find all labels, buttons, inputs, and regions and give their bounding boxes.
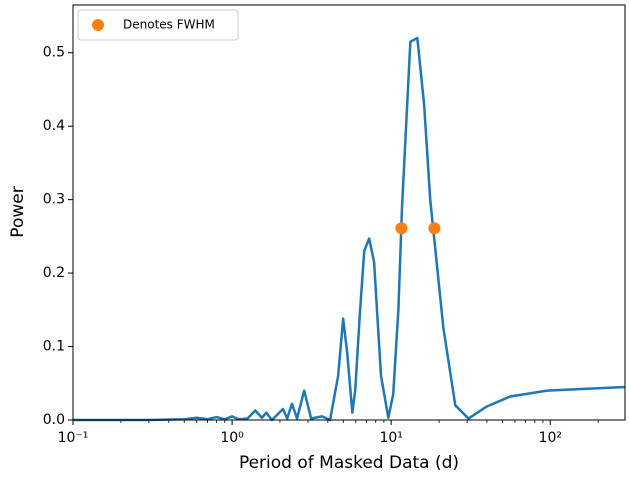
- x-tick-label: 10⁻¹: [58, 430, 89, 446]
- y-tick-label: 0.3: [43, 192, 65, 208]
- y-tick-label: 0.2: [43, 265, 65, 281]
- y-tick-label: 0.4: [43, 118, 65, 134]
- legend-marker: [92, 19, 104, 31]
- x-tick-label: 10²: [539, 430, 562, 446]
- x-tick-label: 10⁰: [220, 430, 244, 446]
- legend-label: Denotes FWHM: [123, 18, 215, 32]
- fwhm-marker: [428, 222, 441, 235]
- y-axis-label: Power: [8, 186, 28, 237]
- x-axis-label: Period of Masked Data (d): [239, 453, 459, 473]
- y-tick-label: 0.0: [43, 412, 65, 428]
- legend-box: [77, 9, 239, 41]
- plot-frame: [72, 4, 626, 421]
- y-tick-label: 0.1: [43, 339, 65, 355]
- y-tick-label: 0.5: [43, 45, 65, 61]
- data-line: [73, 36, 626, 422]
- fwhm-marker: [395, 222, 408, 235]
- x-tick-label: 10¹: [379, 430, 402, 446]
